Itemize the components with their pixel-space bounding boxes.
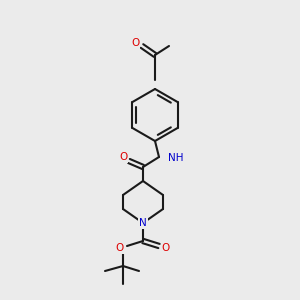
Text: O: O xyxy=(162,243,170,253)
Text: N: N xyxy=(139,218,147,228)
Text: NH: NH xyxy=(168,153,184,163)
Text: O: O xyxy=(119,152,127,162)
Text: O: O xyxy=(116,243,124,253)
Text: O: O xyxy=(131,38,139,48)
